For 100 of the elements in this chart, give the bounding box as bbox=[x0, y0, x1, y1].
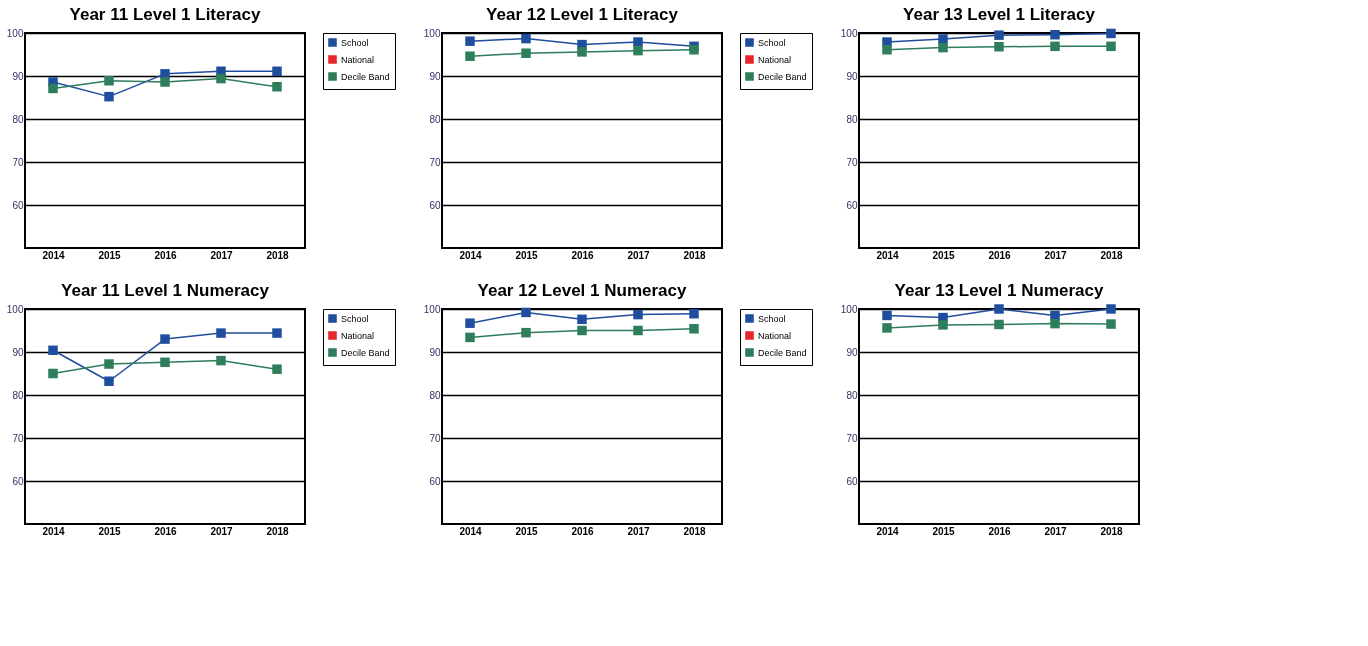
x-tick-label: 2014 bbox=[459, 525, 483, 537]
point bbox=[272, 364, 282, 374]
x-tick-label: 2016 bbox=[154, 249, 178, 261]
y-tick-label: 90 bbox=[846, 70, 858, 82]
chart-title: Year 13 Level 1 Numeracy bbox=[894, 281, 1104, 300]
x-tick-label: 2014 bbox=[459, 249, 483, 261]
x-tick-label: 2016 bbox=[988, 249, 1012, 261]
chart-title: Year 12 Level 1 Numeracy bbox=[477, 281, 687, 300]
y-tick-label: 90 bbox=[429, 70, 441, 82]
chart-title: Year 13 Level 1 Literacy bbox=[903, 5, 1096, 24]
point bbox=[1106, 304, 1116, 314]
y-tick-label: 80 bbox=[846, 113, 858, 125]
x-tick-label: 2015 bbox=[98, 525, 122, 537]
x-tick-label: 2018 bbox=[266, 525, 290, 537]
y-tick-label: 60 bbox=[846, 475, 858, 487]
point bbox=[272, 82, 282, 92]
point bbox=[1106, 319, 1116, 329]
y-tick-label: 60 bbox=[429, 475, 441, 487]
point bbox=[994, 30, 1004, 40]
chart-title: Year 11 Level 1 Literacy bbox=[69, 5, 261, 24]
point bbox=[465, 51, 475, 61]
point bbox=[882, 310, 892, 321]
legend-label: Decile Band bbox=[341, 347, 390, 358]
point bbox=[994, 304, 1004, 314]
point bbox=[216, 73, 226, 84]
x-tick-label: 2018 bbox=[266, 249, 290, 261]
point bbox=[938, 34, 948, 44]
point bbox=[465, 318, 475, 328]
point bbox=[48, 83, 58, 94]
x-tick-label: 2015 bbox=[932, 525, 956, 537]
y-tick-label: 80 bbox=[12, 113, 24, 125]
point bbox=[160, 357, 170, 368]
x-tick-label: 2018 bbox=[683, 525, 707, 537]
point bbox=[1050, 41, 1060, 52]
x-tick-label: 2017 bbox=[1044, 525, 1068, 537]
point bbox=[882, 323, 892, 333]
x-tick-label: 2016 bbox=[988, 525, 1012, 537]
x-tick-label: 2018 bbox=[1100, 249, 1124, 261]
y-tick-label: 100 bbox=[6, 27, 24, 39]
y-tick-label: 100 bbox=[6, 303, 24, 315]
y-tick-label: 70 bbox=[846, 432, 858, 444]
y-tick-label: 80 bbox=[429, 113, 441, 125]
point bbox=[1106, 28, 1116, 39]
point bbox=[104, 376, 114, 386]
x-tick-label: 2017 bbox=[627, 249, 651, 261]
x-tick-label: 2017 bbox=[210, 525, 234, 537]
legend-label: National bbox=[341, 54, 375, 65]
point bbox=[160, 77, 170, 87]
x-tick-label: 2015 bbox=[515, 525, 539, 537]
chart-title: Year 12 Level 1 Literacy bbox=[486, 5, 679, 24]
point bbox=[272, 66, 282, 77]
point bbox=[48, 345, 58, 356]
legend-label: School bbox=[341, 313, 369, 324]
x-tick-label: 2015 bbox=[98, 249, 122, 261]
point bbox=[216, 328, 226, 338]
x-tick-label: 2017 bbox=[627, 525, 651, 537]
point bbox=[272, 328, 282, 338]
point bbox=[689, 45, 699, 55]
legend-label: School bbox=[758, 313, 786, 324]
y-tick-label: 90 bbox=[12, 346, 24, 358]
point bbox=[689, 308, 699, 319]
y-tick-label: 70 bbox=[429, 156, 441, 168]
point bbox=[577, 47, 587, 57]
point bbox=[1106, 41, 1116, 52]
y-tick-label: 70 bbox=[846, 156, 858, 168]
x-tick-label: 2016 bbox=[571, 249, 595, 261]
point bbox=[994, 42, 1004, 52]
legend-label: National bbox=[758, 330, 792, 341]
y-tick-label: 90 bbox=[12, 70, 24, 82]
point bbox=[633, 45, 643, 56]
legend-label: National bbox=[341, 330, 375, 341]
point bbox=[994, 319, 1004, 330]
legend-label: National bbox=[758, 54, 792, 65]
point bbox=[216, 355, 226, 366]
y-tick-label: 60 bbox=[429, 199, 441, 211]
point bbox=[938, 42, 948, 53]
point bbox=[882, 45, 892, 55]
x-tick-label: 2016 bbox=[571, 525, 595, 537]
y-tick-label: 80 bbox=[12, 389, 24, 401]
x-tick-label: 2015 bbox=[932, 249, 956, 261]
x-tick-label: 2014 bbox=[42, 249, 66, 261]
y-tick-label: 60 bbox=[846, 199, 858, 211]
chart-title: Year 11 Level 1 Numeracy bbox=[61, 281, 270, 300]
legend-label: School bbox=[341, 37, 369, 48]
legend-label: Decile Band bbox=[758, 347, 807, 358]
y-tick-label: 100 bbox=[423, 27, 441, 39]
point bbox=[1050, 318, 1060, 329]
point bbox=[465, 36, 475, 46]
y-tick-label: 80 bbox=[846, 389, 858, 401]
y-tick-label: 60 bbox=[12, 199, 24, 211]
point bbox=[104, 91, 114, 102]
point bbox=[521, 33, 531, 44]
x-tick-label: 2017 bbox=[210, 249, 234, 261]
point bbox=[633, 325, 643, 336]
point bbox=[521, 48, 531, 58]
y-tick-label: 80 bbox=[429, 389, 441, 401]
legend-label: School bbox=[758, 37, 786, 48]
point bbox=[465, 332, 475, 343]
point bbox=[521, 327, 531, 338]
point bbox=[1050, 29, 1060, 40]
